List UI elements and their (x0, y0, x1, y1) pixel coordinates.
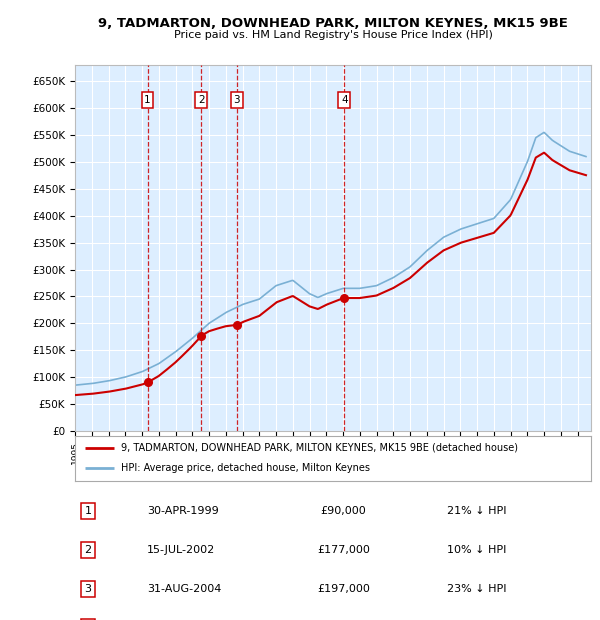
Text: 4: 4 (341, 95, 348, 105)
Text: HPI: Average price, detached house, Milton Keynes: HPI: Average price, detached house, Milt… (121, 463, 370, 474)
Text: 15-JUL-2002: 15-JUL-2002 (147, 545, 215, 555)
Text: 1: 1 (85, 507, 91, 516)
Text: Price paid vs. HM Land Registry's House Price Index (HPI): Price paid vs. HM Land Registry's House … (173, 30, 493, 40)
Text: 2: 2 (85, 545, 91, 555)
Text: £90,000: £90,000 (320, 507, 366, 516)
Text: 1: 1 (144, 95, 151, 105)
Text: 3: 3 (233, 95, 240, 105)
Text: 23% ↓ HPI: 23% ↓ HPI (446, 583, 506, 593)
Text: 9, TADMARTON, DOWNHEAD PARK, MILTON KEYNES, MK15 9BE (detached house): 9, TADMARTON, DOWNHEAD PARK, MILTON KEYN… (121, 443, 518, 453)
Text: £197,000: £197,000 (317, 583, 370, 593)
Text: 21% ↓ HPI: 21% ↓ HPI (446, 507, 506, 516)
Text: 31-AUG-2004: 31-AUG-2004 (147, 583, 221, 593)
Text: 2: 2 (198, 95, 205, 105)
Text: £177,000: £177,000 (317, 545, 370, 555)
Text: 30-APR-1999: 30-APR-1999 (147, 507, 219, 516)
Text: 3: 3 (85, 583, 91, 593)
Text: 10% ↓ HPI: 10% ↓ HPI (446, 545, 506, 555)
Text: 9, TADMARTON, DOWNHEAD PARK, MILTON KEYNES, MK15 9BE: 9, TADMARTON, DOWNHEAD PARK, MILTON KEYN… (98, 17, 568, 30)
